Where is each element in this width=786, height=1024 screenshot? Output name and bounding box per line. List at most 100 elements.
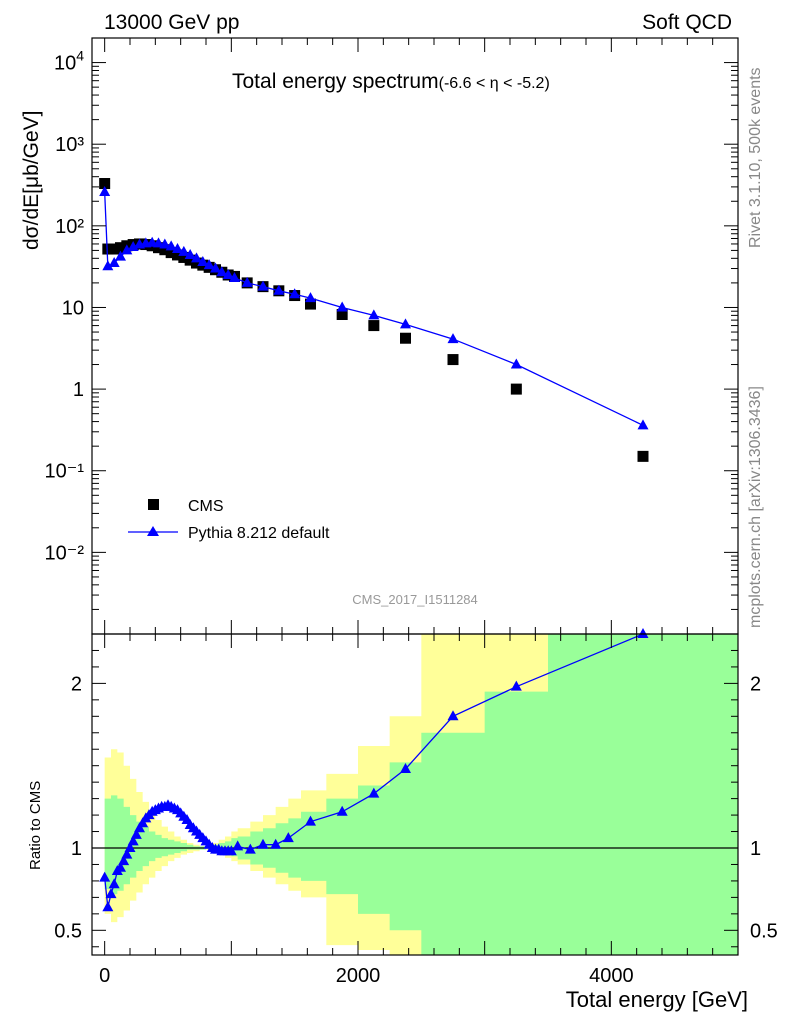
pythia-point — [273, 284, 285, 295]
ratio-ytick-label: 2 — [71, 673, 82, 695]
cms-point — [400, 332, 411, 344]
ratio-ytick-label: 0.5 — [54, 920, 82, 942]
cms-point — [99, 178, 111, 190]
pythia-point — [210, 262, 221, 273]
chart-title: Total energy spectrum(-6.6 < η < -5.2) — [232, 70, 550, 93]
ratio-bands — [92, 634, 738, 955]
top-ytick-label: 1 — [73, 379, 84, 401]
ratio-point — [282, 832, 294, 843]
pythia-point — [184, 248, 196, 259]
top-ytick-label: 10³ — [55, 134, 84, 156]
ratio-point — [108, 878, 120, 889]
mcplots-label: mcplots.cern.ch [arXiv:1306.3436] — [747, 386, 764, 628]
axes: 104 10³ 10² 10 1 10⁻¹ 10⁻² 0 2000 4000 0.5 0.5 1 1 2 2 — [45, 37, 778, 987]
ratio-point — [447, 710, 459, 721]
cms-point — [447, 354, 459, 366]
pythia-point — [102, 260, 114, 271]
cms-point — [178, 251, 190, 263]
pythia-point — [99, 185, 111, 196]
ratio-ylabel: Ratio to CMS — [27, 781, 44, 870]
legend-pythia-marker — [147, 526, 159, 536]
pythia-point — [368, 309, 380, 320]
ratio-point — [118, 855, 130, 866]
cms-point — [115, 242, 126, 254]
top-ytick-label: 104 — [54, 48, 84, 75]
pythia-point — [121, 244, 133, 255]
pythia-point — [305, 292, 316, 303]
ratio-point — [102, 901, 114, 912]
cms-point — [153, 242, 164, 254]
legend-cms-label: CMS — [188, 498, 224, 515]
cms-point — [165, 247, 177, 259]
pythia-point — [203, 259, 215, 270]
pythia-point — [222, 268, 234, 279]
pythia-point — [172, 243, 183, 254]
ratio-point — [336, 805, 348, 816]
ratio-point — [244, 843, 256, 854]
ratio-point — [232, 840, 244, 851]
analysis-watermark: CMS_2017_I1511284 — [352, 592, 478, 607]
pythia-point — [447, 333, 459, 344]
ratio-point — [257, 838, 269, 849]
pythia-point — [229, 271, 240, 282]
legend: CMS Pythia 8.212 default — [128, 498, 330, 542]
ratio-xtick-label: 0 — [99, 965, 110, 987]
ratio-point — [99, 871, 111, 882]
ratio-point — [637, 628, 649, 638]
ratio-point — [121, 848, 133, 859]
cms-point — [102, 243, 114, 255]
ratio-point — [130, 828, 142, 839]
pythia-point — [216, 266, 228, 277]
pythia-point — [241, 276, 253, 287]
pythia-point — [159, 238, 171, 249]
pythia-point — [510, 358, 522, 369]
cms-point — [184, 254, 196, 266]
pythia-point — [178, 245, 190, 256]
ratio-point — [124, 842, 136, 852]
top-ytick-label: 10⁻¹ — [45, 461, 85, 483]
pythia-point — [336, 301, 348, 312]
cms-point — [191, 257, 202, 269]
ratio-point — [105, 888, 117, 899]
top-ytick-label: 10⁻² — [45, 542, 85, 564]
ratio-ytick-label-right: 1 — [750, 838, 761, 860]
top-ylabel: dσ/dE[μb/GeV] — [20, 111, 43, 250]
pythia-point — [289, 288, 301, 299]
top-ytick-label: 10 — [62, 297, 84, 319]
top-ytick-label: 10² — [55, 216, 84, 238]
cms-point — [108, 243, 120, 255]
ratio-point — [368, 787, 380, 798]
ratio-point — [225, 845, 237, 856]
ratio-ytick-label-right: 0.5 — [750, 920, 778, 942]
rivet-label: Rivet 3.1.10, 500k events — [747, 67, 764, 248]
pythia-point — [165, 240, 177, 251]
pythia-point — [637, 419, 649, 430]
chart-marks — [99, 178, 649, 912]
cms-point — [305, 298, 316, 310]
pythia-point — [115, 250, 126, 261]
ratio-frame — [91, 633, 739, 956]
cms-point — [637, 450, 649, 462]
header-right: Soft QCD — [642, 11, 732, 34]
legend-pythia-label: Pythia 8.212 default — [188, 525, 330, 542]
ratio-point — [510, 680, 522, 691]
ratio-point — [400, 762, 411, 773]
cms-point — [172, 249, 183, 261]
legend-cms-marker — [148, 499, 159, 510]
ratio-point — [115, 861, 126, 872]
ratio-point — [127, 835, 139, 846]
ratio-ytick-label-right: 2 — [750, 673, 761, 695]
pythia-point — [257, 280, 269, 291]
header-left: 13000 GeV pp — [104, 11, 239, 34]
pythia-line — [104, 191, 644, 426]
ratio-xtick-label: 2000 — [336, 965, 381, 987]
pythia-point — [191, 252, 202, 263]
ratio-band-green — [104, 634, 738, 955]
xlabel: Total energy [GeV] — [566, 987, 748, 1012]
top-frame — [91, 37, 739, 635]
pythia-point — [400, 318, 411, 329]
ratio-xtick-label: 4000 — [589, 965, 634, 987]
pythia-point — [197, 256, 209, 267]
ratio-point — [305, 815, 316, 826]
